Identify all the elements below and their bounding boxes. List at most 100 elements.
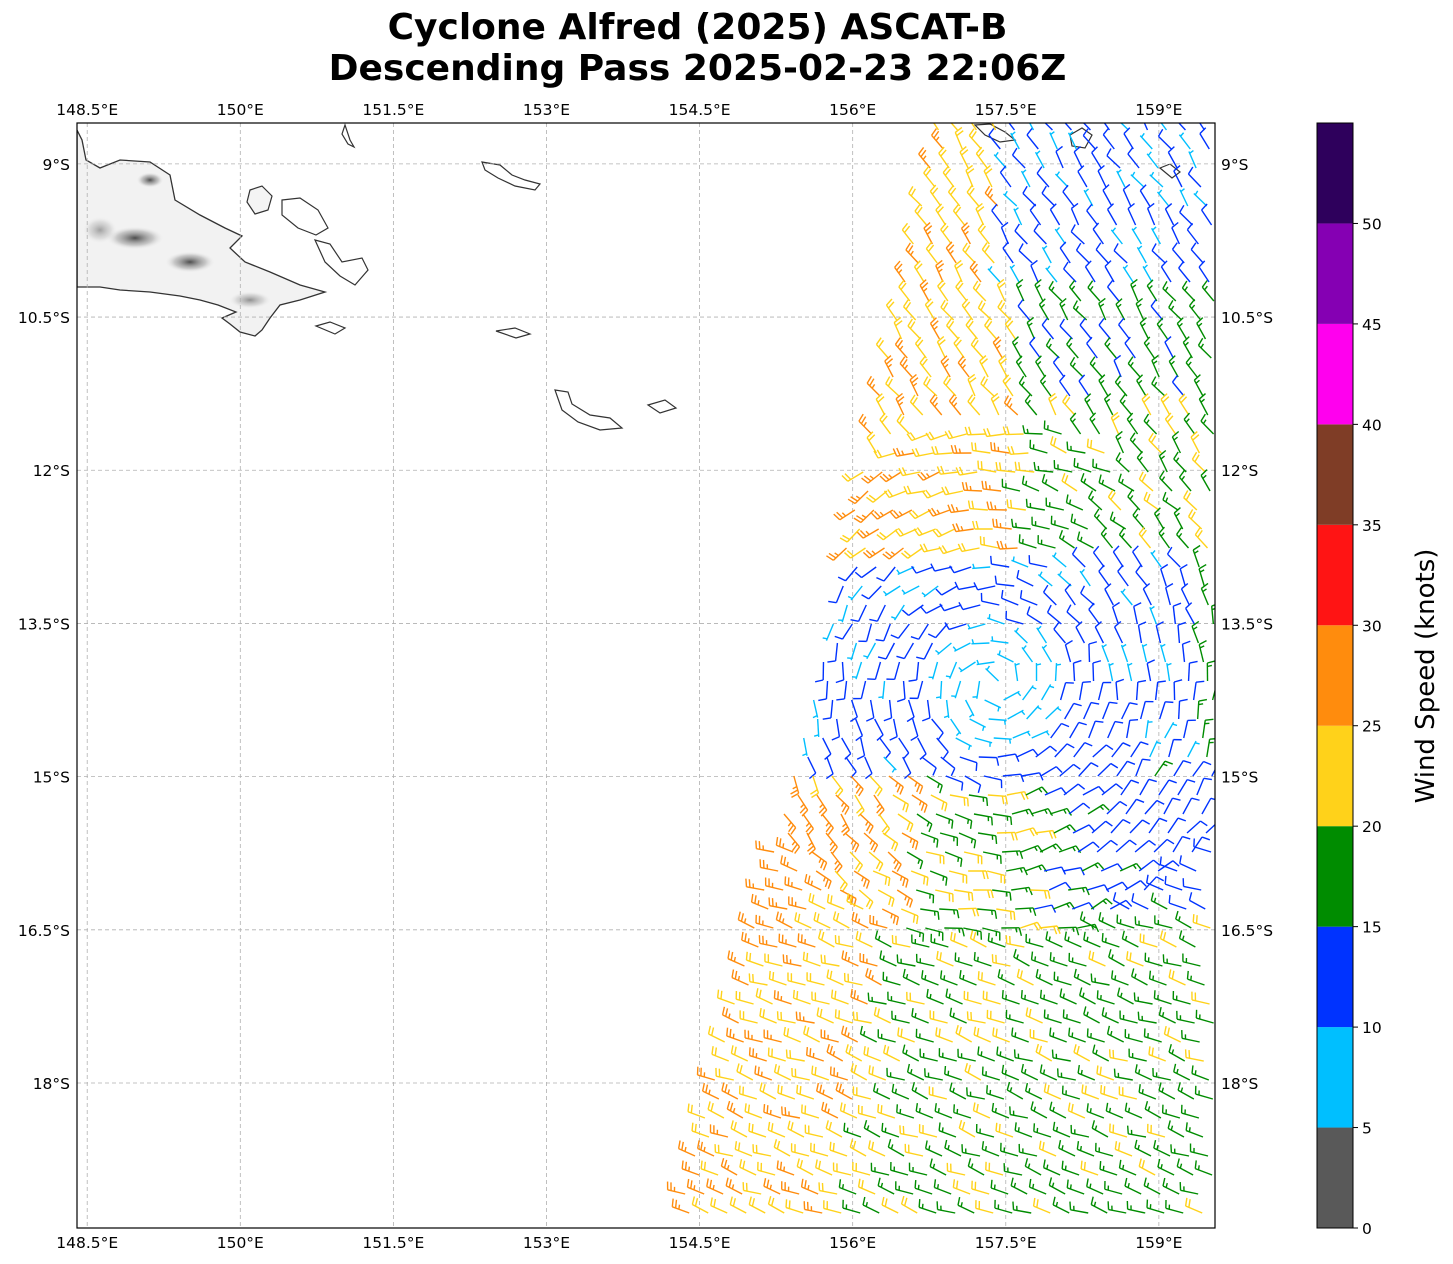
wind-barb xyxy=(867,992,887,1005)
wind-barb xyxy=(929,394,943,416)
wind-barb xyxy=(850,988,868,1005)
wind-barb xyxy=(930,794,948,812)
wind-barb xyxy=(875,337,889,359)
wind-barb xyxy=(778,933,797,948)
lat-tick-label-right: 10.5°S xyxy=(1221,309,1273,327)
wind-barb xyxy=(950,931,968,948)
wind-barb xyxy=(706,1178,724,1195)
colorbar-bin xyxy=(1317,424,1353,525)
wind-barb xyxy=(826,547,847,561)
wind-barb xyxy=(1000,589,1019,606)
wind-barb xyxy=(826,969,844,986)
island xyxy=(246,185,273,215)
wind-barb xyxy=(927,507,951,517)
wind-barb xyxy=(803,1025,821,1043)
wind-barb xyxy=(1110,411,1120,435)
wind-barb xyxy=(837,566,858,582)
wind-barb xyxy=(1102,701,1118,720)
wind-barb xyxy=(1126,412,1139,435)
wind-barb xyxy=(896,642,915,660)
wind-barb xyxy=(1129,432,1143,454)
wind-barb xyxy=(847,585,863,601)
wind-barb xyxy=(985,665,1000,682)
wind-barb xyxy=(1041,644,1053,663)
wind-barb xyxy=(820,954,840,967)
wind-barb xyxy=(929,184,942,207)
wind-barb xyxy=(1053,971,1072,986)
wind-barb xyxy=(928,1086,948,1100)
wind-barb xyxy=(831,718,841,741)
wind-barb xyxy=(681,1160,700,1176)
wind-barb xyxy=(696,1066,715,1081)
wind-barb xyxy=(986,501,1007,511)
wind-barb xyxy=(906,1063,925,1081)
wind-barb xyxy=(1171,430,1182,454)
wind-barb xyxy=(1011,556,1029,568)
wind-barb xyxy=(1052,1196,1070,1214)
wind-barb xyxy=(1006,1081,1024,1100)
wind-barb xyxy=(1073,145,1083,169)
wind-barb xyxy=(1076,531,1094,549)
wind-barb xyxy=(1012,1201,1032,1214)
wind-barb xyxy=(875,393,886,416)
wind-barb xyxy=(1170,1144,1190,1157)
wind-barb xyxy=(893,316,903,340)
wind-barb xyxy=(913,260,925,283)
wind-barb xyxy=(878,680,886,699)
wind-barb xyxy=(1069,1201,1089,1214)
colorbar-bin xyxy=(1317,926,1353,1028)
wind-barb xyxy=(935,889,954,903)
lat-tick-label-right: 18°S xyxy=(1221,1075,1258,1093)
wind-barb xyxy=(891,1010,910,1024)
wind-barb xyxy=(1109,1123,1128,1138)
wind-barb xyxy=(1012,730,1031,739)
wind-barb xyxy=(968,128,982,150)
wind-barb xyxy=(852,1086,872,1100)
wind-barb xyxy=(965,164,975,188)
wind-barb xyxy=(991,203,1004,226)
lon-tick-label-top: 153°E xyxy=(523,101,570,119)
wind-barb xyxy=(1110,970,1129,986)
wind-barb xyxy=(1098,564,1110,587)
wind-barb xyxy=(881,1122,900,1138)
wind-barb xyxy=(901,222,914,245)
colorbar-bin xyxy=(1317,123,1353,224)
wind-barb xyxy=(1011,808,1034,817)
wind-barb xyxy=(1090,1196,1108,1214)
wind-barb xyxy=(852,1011,872,1024)
wind-barb xyxy=(1119,1010,1138,1024)
graticule xyxy=(77,123,1215,1228)
wind-barb xyxy=(944,622,967,631)
wind-barb xyxy=(1168,355,1179,378)
wind-barb xyxy=(1018,1143,1038,1157)
wind-barb xyxy=(739,1159,757,1176)
wind-barb xyxy=(817,930,835,948)
wind-barb xyxy=(941,486,964,496)
wind-barb xyxy=(981,1066,1001,1081)
wind-barb xyxy=(1101,783,1123,796)
wind-barb xyxy=(1083,701,1100,720)
wind-barb xyxy=(782,954,802,967)
wind-barb xyxy=(1105,881,1129,891)
wind-barb xyxy=(988,718,1007,725)
wind-barb xyxy=(1070,1124,1090,1138)
wind-barb xyxy=(1188,892,1206,910)
wind-barb xyxy=(802,737,808,757)
wind-barb xyxy=(864,756,873,780)
colorbar-tick-label: 15 xyxy=(1362,919,1382,937)
wind-barb xyxy=(995,1122,1014,1138)
wind-barb xyxy=(1025,1007,1043,1024)
wind-barb xyxy=(879,471,902,483)
wind-barb xyxy=(1062,394,1076,416)
wind-barb xyxy=(963,851,983,865)
wind-barb xyxy=(1035,662,1042,682)
wind-barb xyxy=(1018,243,1033,264)
wind-barb xyxy=(877,1177,895,1195)
wind-barb xyxy=(1014,461,1035,473)
wind-barb xyxy=(984,318,998,340)
wind-barb xyxy=(862,547,885,559)
wind-barb xyxy=(983,428,1005,438)
wind-barb xyxy=(1111,742,1131,758)
wind-barb xyxy=(1129,819,1150,834)
wind-barb xyxy=(951,680,962,699)
